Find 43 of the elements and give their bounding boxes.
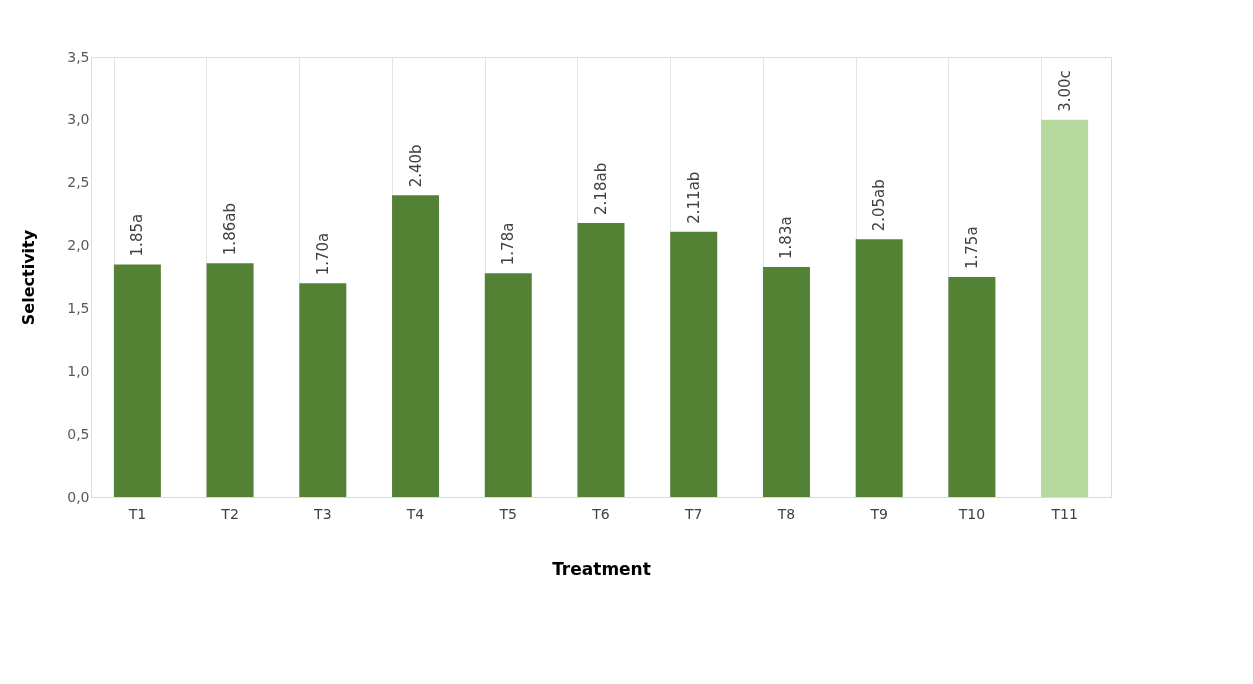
data-label: 1.85a xyxy=(128,213,147,257)
bar xyxy=(577,222,625,497)
x-tick-label: T9 xyxy=(869,505,888,522)
bar xyxy=(206,263,254,497)
y-tick-label: 2,0 xyxy=(67,237,90,254)
y-tick-label: 0,0 xyxy=(67,488,90,505)
data-label: 1.83a xyxy=(777,216,796,259)
x-tick-label: T2 xyxy=(220,505,239,522)
data-label: 2.05ab xyxy=(870,179,889,232)
bar xyxy=(948,277,996,497)
y-tick-label: 1,5 xyxy=(67,299,90,316)
y-tick-label: 2,5 xyxy=(67,174,90,191)
y-tick-label: 0,5 xyxy=(67,425,90,442)
x-tick-label: T11 xyxy=(1050,505,1078,522)
x-tick-label: T3 xyxy=(313,505,332,522)
x-tick-label: T8 xyxy=(776,505,796,522)
bar xyxy=(392,195,440,497)
y-tick-label: 3,5 xyxy=(67,48,90,65)
x-tick-label: T5 xyxy=(498,505,518,522)
bar xyxy=(299,283,347,497)
data-label: 1.86ab xyxy=(221,203,240,256)
data-label: 1.78a xyxy=(499,222,518,266)
bar xyxy=(1041,119,1089,497)
bar xyxy=(670,231,718,497)
x-tick-label: T10 xyxy=(957,505,986,522)
data-label: 2.18ab xyxy=(592,162,610,215)
bar xyxy=(484,273,532,497)
y-tick-label: 1,0 xyxy=(67,362,90,379)
bar xyxy=(113,264,161,497)
y-axis-title: Selectivity xyxy=(19,229,39,326)
x-tick-label: T4 xyxy=(405,505,425,522)
x-tick-label: T1 xyxy=(127,505,147,522)
bar xyxy=(855,239,903,497)
data-label: 1.70a xyxy=(313,232,332,276)
x-axis-title: Treatment xyxy=(552,558,651,579)
data-label: 1.75a xyxy=(962,226,981,269)
x-tick-label: T6 xyxy=(591,505,610,522)
data-label: 2.11ab xyxy=(684,171,703,224)
x-tick-label: T7 xyxy=(683,505,703,522)
data-label: 3.00c xyxy=(1055,70,1074,112)
data-label: 2.40b xyxy=(406,144,425,188)
bar xyxy=(762,266,810,497)
y-tick-label: 3,0 xyxy=(67,111,90,128)
